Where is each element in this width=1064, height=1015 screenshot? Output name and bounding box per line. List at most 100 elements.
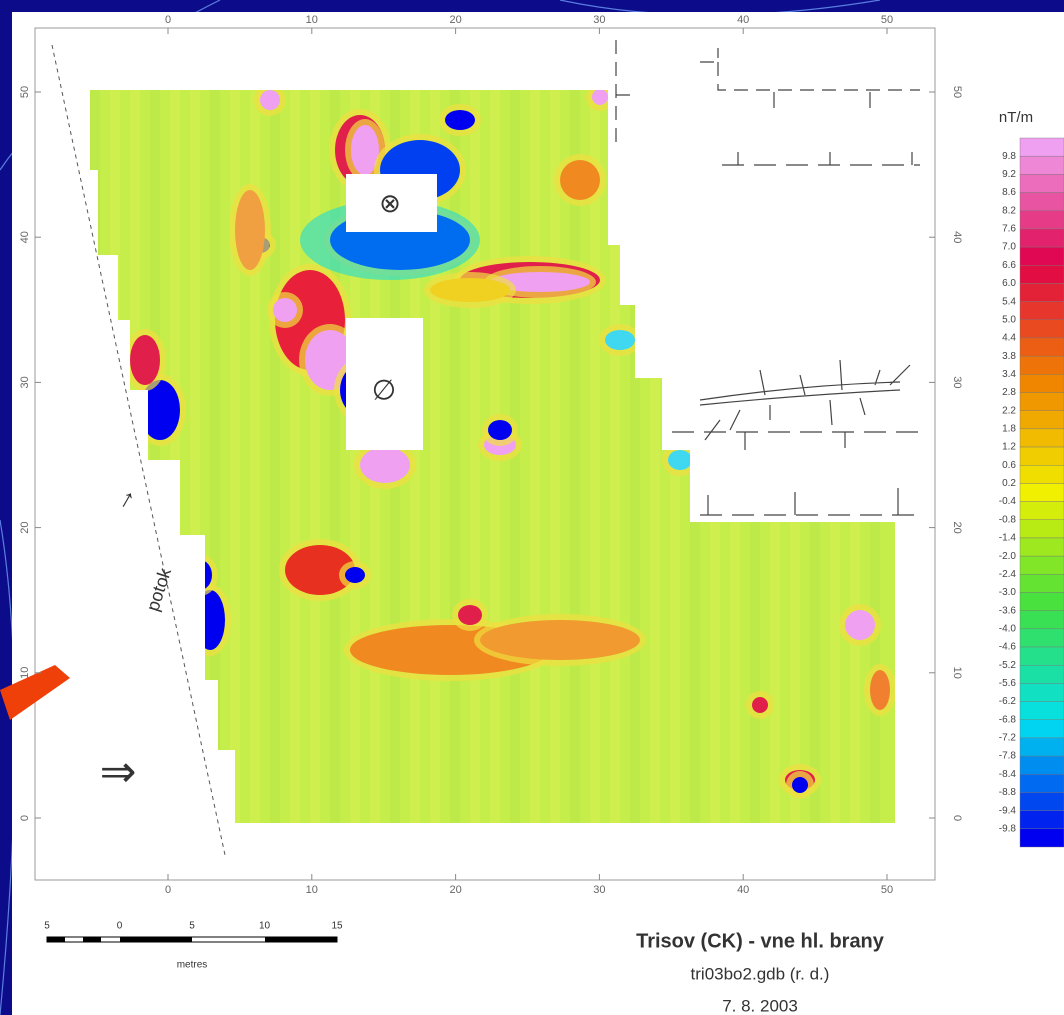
- y-tick-label: 30: [951, 376, 963, 388]
- scale-unit: metres: [177, 960, 208, 971]
- legend-label: 3.8: [1002, 351, 1016, 362]
- legend-label: 0.6: [1002, 460, 1016, 471]
- anomaly: [480, 620, 640, 660]
- legend-swatch: [1019, 155, 1064, 175]
- legend-label: -4.0: [999, 623, 1017, 634]
- pointer-arrow: [0, 665, 70, 720]
- anomaly: [488, 420, 512, 440]
- legend-swatch: [1019, 246, 1064, 266]
- map-stripe: [250, 90, 260, 823]
- marker: ⊗: [379, 188, 401, 218]
- map-stripe: [650, 90, 660, 823]
- anomaly: [273, 298, 297, 322]
- legend-swatch: [1019, 665, 1064, 684]
- legend-swatch: [1019, 628, 1064, 648]
- anomaly: [445, 110, 475, 130]
- legend-swatch: [1019, 774, 1064, 793]
- y-tick-label: 20: [951, 521, 963, 533]
- legend-swatch: [1019, 810, 1064, 830]
- anomaly: [752, 697, 768, 713]
- map-stripe: [170, 90, 180, 823]
- legend-swatch: [1019, 374, 1064, 393]
- x-tick-label: 20: [449, 14, 461, 26]
- x-tick-label: 50: [881, 884, 893, 896]
- legend-label: -2.4: [999, 569, 1017, 580]
- blank-box: [346, 174, 437, 232]
- legend-label: 8.2: [1002, 205, 1016, 216]
- anomaly: [130, 335, 160, 385]
- legend-label: 2.2: [1002, 405, 1016, 416]
- legend-label: -0.4: [999, 496, 1017, 507]
- map-stripe: [550, 90, 560, 823]
- legend-label: 0.2: [1002, 478, 1016, 489]
- map-stripe: [190, 90, 200, 823]
- x-tick-label: 0: [165, 14, 171, 26]
- y-tick-label: 40: [951, 231, 963, 243]
- anomaly: [140, 380, 180, 440]
- map-stripe: [150, 90, 160, 823]
- map-stripe: [330, 90, 340, 823]
- legend-label: -4.6: [999, 642, 1017, 653]
- legend-label: 4.4: [1002, 333, 1016, 344]
- y-tick-label: 50: [951, 86, 963, 98]
- anomaly: [360, 447, 410, 483]
- x-tick-label: 10: [306, 14, 318, 26]
- legend-label: -7.8: [999, 751, 1017, 762]
- legend-label: 6.0: [1002, 278, 1016, 289]
- map-stripe: [510, 90, 520, 823]
- anomaly: [845, 610, 875, 640]
- legend-label: -2.0: [999, 551, 1017, 562]
- anomaly: [345, 567, 365, 583]
- caption-file: tri03bo2.gdb (r. d.): [691, 964, 830, 983]
- anomaly: [792, 777, 808, 793]
- legend-swatch: [1019, 574, 1064, 593]
- caption-title: Trisov (CK) - vne hl. brany: [636, 930, 885, 952]
- legend-label: -3.0: [999, 587, 1017, 598]
- legend-label: -0.8: [999, 514, 1017, 525]
- legend-swatch: [1019, 392, 1064, 411]
- map-stripe: [350, 90, 360, 823]
- legend-swatch: [1019, 174, 1064, 193]
- map-stripe: [610, 90, 620, 823]
- legend-swatch: [1019, 610, 1064, 630]
- anomaly: [458, 605, 482, 625]
- north-arrow: ⇒: [100, 748, 137, 797]
- legend-label: 7.0: [1002, 242, 1016, 253]
- legend-title: nT/m: [999, 109, 1033, 126]
- legend-label: -9.4: [999, 805, 1017, 816]
- legend-swatch: [1019, 210, 1064, 230]
- x-tick-label: 40: [737, 884, 749, 896]
- anomaly: [260, 90, 280, 110]
- map-stripe: [570, 90, 580, 823]
- x-tick-label: 0: [165, 884, 171, 896]
- x-tick-label: 10: [306, 884, 318, 896]
- y-tick-label: 10: [951, 667, 963, 679]
- map-stripe: [310, 90, 320, 823]
- legend-label: -6.8: [999, 714, 1017, 725]
- map-frame: [34, 27, 936, 881]
- blank-box: [346, 318, 423, 450]
- legend-swatch: [1019, 701, 1064, 720]
- legend-label: 2.8: [1002, 387, 1016, 398]
- legend-label: -8.8: [999, 787, 1017, 798]
- legend-swatch: [1019, 428, 1064, 448]
- map-stripe: [630, 90, 640, 823]
- legend-label: -8.4: [999, 769, 1017, 780]
- map-stripe: [230, 90, 240, 823]
- scale-label: 10: [259, 921, 271, 932]
- y-tick-label: 30: [19, 376, 31, 388]
- legend-swatch: [1019, 319, 1064, 339]
- legend-swatch: [1019, 137, 1064, 157]
- anomaly: [668, 450, 692, 470]
- anomaly: [285, 545, 355, 595]
- legend-label: 1.2: [1002, 442, 1016, 453]
- map-stripe: [270, 90, 280, 823]
- map-stripe: [410, 90, 420, 823]
- map-stripe: [430, 90, 440, 823]
- legend-swatch: [1019, 301, 1064, 320]
- scale-bar: [46, 936, 338, 943]
- legend-label: 8.6: [1002, 187, 1016, 198]
- legend-swatch: [1019, 337, 1064, 357]
